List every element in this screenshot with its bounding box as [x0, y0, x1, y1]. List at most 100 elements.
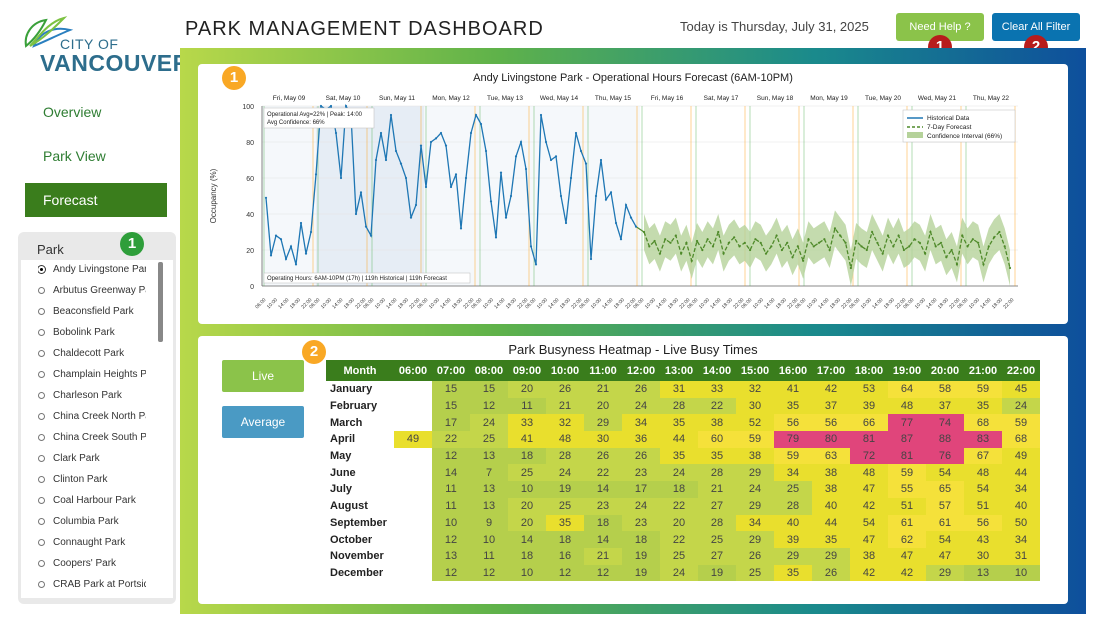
heatmap-cell [394, 481, 432, 498]
historical-point [284, 257, 288, 261]
hour-tick-label: 18:00 [559, 297, 572, 310]
park-option[interactable]: Arbutus Greenway Park [38, 285, 146, 296]
forecast-point [685, 241, 688, 244]
park-option[interactable]: Bobolink Park [38, 327, 146, 338]
y-tick-label: 100 [242, 104, 254, 111]
historical-point [314, 173, 318, 176]
heatmap-cell: 48 [964, 464, 1002, 482]
forecast-point [998, 230, 1001, 234]
forecast-point [1003, 245, 1006, 248]
radio-icon[interactable] [38, 433, 45, 441]
heatmap-cell: 29 [736, 531, 774, 548]
heatmap-month-label: November [326, 547, 394, 565]
nav-park-view[interactable]: Park View [43, 148, 106, 164]
confidence-annotation: Avg Confidence: 66% [267, 120, 325, 126]
heatmap-cell: 25 [470, 431, 508, 448]
radio-icon[interactable] [38, 538, 45, 546]
heatmap-cell [394, 514, 432, 532]
park-option[interactable]: China Creek North Park [38, 411, 146, 422]
radio-icon[interactable] [38, 580, 45, 588]
park-option[interactable]: Charleson Park [38, 390, 146, 401]
forecast-point [664, 238, 667, 241]
heatmap-cell: 30 [584, 431, 622, 448]
park-radio-list[interactable]: Andy Livingstone Park Arbutus Greenway Pa… [21, 260, 173, 598]
logo-vancouver-text: VANCOUVER [40, 50, 190, 76]
heatmap-cell: 31 [660, 381, 698, 398]
park-option[interactable]: Columbia Park [38, 516, 146, 527]
park-option[interactable]: Clinton Park [38, 474, 146, 485]
radio-icon[interactable] [38, 496, 45, 504]
day-label: Wed, May 14 [540, 95, 579, 102]
heatmap-cell: 74 [926, 414, 964, 432]
park-option[interactable]: Coal Harbour Park [38, 495, 146, 506]
hour-tick-label: 18:00 [397, 297, 410, 310]
heatmap-cell: 35 [774, 564, 812, 582]
heatmap-cell: 41 [774, 381, 812, 398]
heatmap-header-hour: 12:00 [622, 360, 660, 381]
radio-icon[interactable] [38, 349, 45, 357]
radio-icon[interactable] [38, 370, 45, 378]
heatmap-cell [394, 531, 432, 548]
historical-point [574, 131, 578, 135]
stats-annotation: Operational Avg=22% | Peak: 14:00 [267, 112, 363, 118]
heatmap-cell: 22 [660, 497, 698, 515]
forecast-point [658, 252, 662, 255]
park-option[interactable]: Coopers' Park [38, 558, 146, 569]
forecast-point [929, 230, 932, 234]
forecast-point [812, 245, 815, 248]
heatmap-cell: 65 [926, 481, 964, 498]
historical-point [494, 236, 498, 239]
forecast-point [706, 238, 709, 241]
historical-point [294, 263, 298, 266]
park-option[interactable]: Beaconsfield Park [38, 306, 146, 317]
heatmap-cell: 53 [850, 381, 888, 398]
park-option-label: Charleson Park [53, 390, 122, 401]
heatmap-cell: 43 [964, 531, 1002, 548]
radio-icon[interactable] [38, 412, 45, 420]
heatmap-cell: 26 [812, 564, 850, 582]
nav-forecast[interactable]: Forecast [25, 183, 167, 217]
nav-overview[interactable]: Overview [43, 104, 102, 120]
radio-icon[interactable] [38, 307, 45, 315]
park-option[interactable]: Andy Livingstone Park [38, 264, 146, 275]
radio-icon[interactable] [38, 559, 45, 567]
heatmap-cell: 54 [964, 481, 1002, 498]
radio-icon[interactable] [38, 328, 45, 336]
park-list-scrollbar[interactable] [158, 262, 163, 342]
historical-point [304, 252, 308, 255]
forecast-point [908, 245, 911, 248]
average-button[interactable]: Average [222, 406, 304, 438]
park-option[interactable]: Champlain Heights Pa... [38, 369, 146, 380]
heatmap-header-hour: 15:00 [736, 360, 774, 381]
park-option[interactable]: China Creek South Park [38, 432, 146, 443]
heatmap-cell: 61 [888, 514, 926, 532]
heatmap-month-label: October [326, 531, 394, 548]
forecast-point [913, 238, 916, 241]
park-option[interactable]: Clark Park [38, 453, 146, 464]
historical-point [454, 173, 458, 176]
heatmap-cell: 51 [888, 497, 926, 515]
radio-icon[interactable] [38, 475, 45, 483]
hour-tick-label: 14:00 [547, 297, 560, 310]
park-option[interactable]: Connaught Park [38, 537, 146, 548]
hour-tick-label: 10:00 [482, 297, 495, 310]
heatmap-cell: 25 [546, 497, 584, 515]
heatmap-cell: 28 [660, 397, 698, 415]
radio-icon[interactable] [38, 391, 45, 399]
heatmap-cell [394, 497, 432, 515]
radio-icon[interactable] [38, 265, 45, 273]
radio-icon[interactable] [38, 517, 45, 525]
park-option[interactable]: CRAB Park at Portside [38, 579, 146, 590]
historical-point [464, 176, 468, 180]
live-button[interactable]: Live [222, 360, 304, 392]
hour-tick-label: 10:00 [752, 297, 765, 310]
historical-point [399, 162, 403, 165]
radio-icon[interactable] [38, 454, 45, 462]
heatmap-cell: 60 [698, 431, 736, 448]
park-option[interactable]: Chaldecott Park [38, 348, 146, 359]
forecast-point [1008, 266, 1012, 270]
heatmap-badge: 2 [302, 340, 326, 364]
forecast-point [743, 241, 746, 244]
radio-icon[interactable] [38, 286, 45, 294]
heatmap-row: June 14 7 25 24 22 23 24 28 29 34 38 48 59 54 48 44 [326, 464, 1040, 482]
